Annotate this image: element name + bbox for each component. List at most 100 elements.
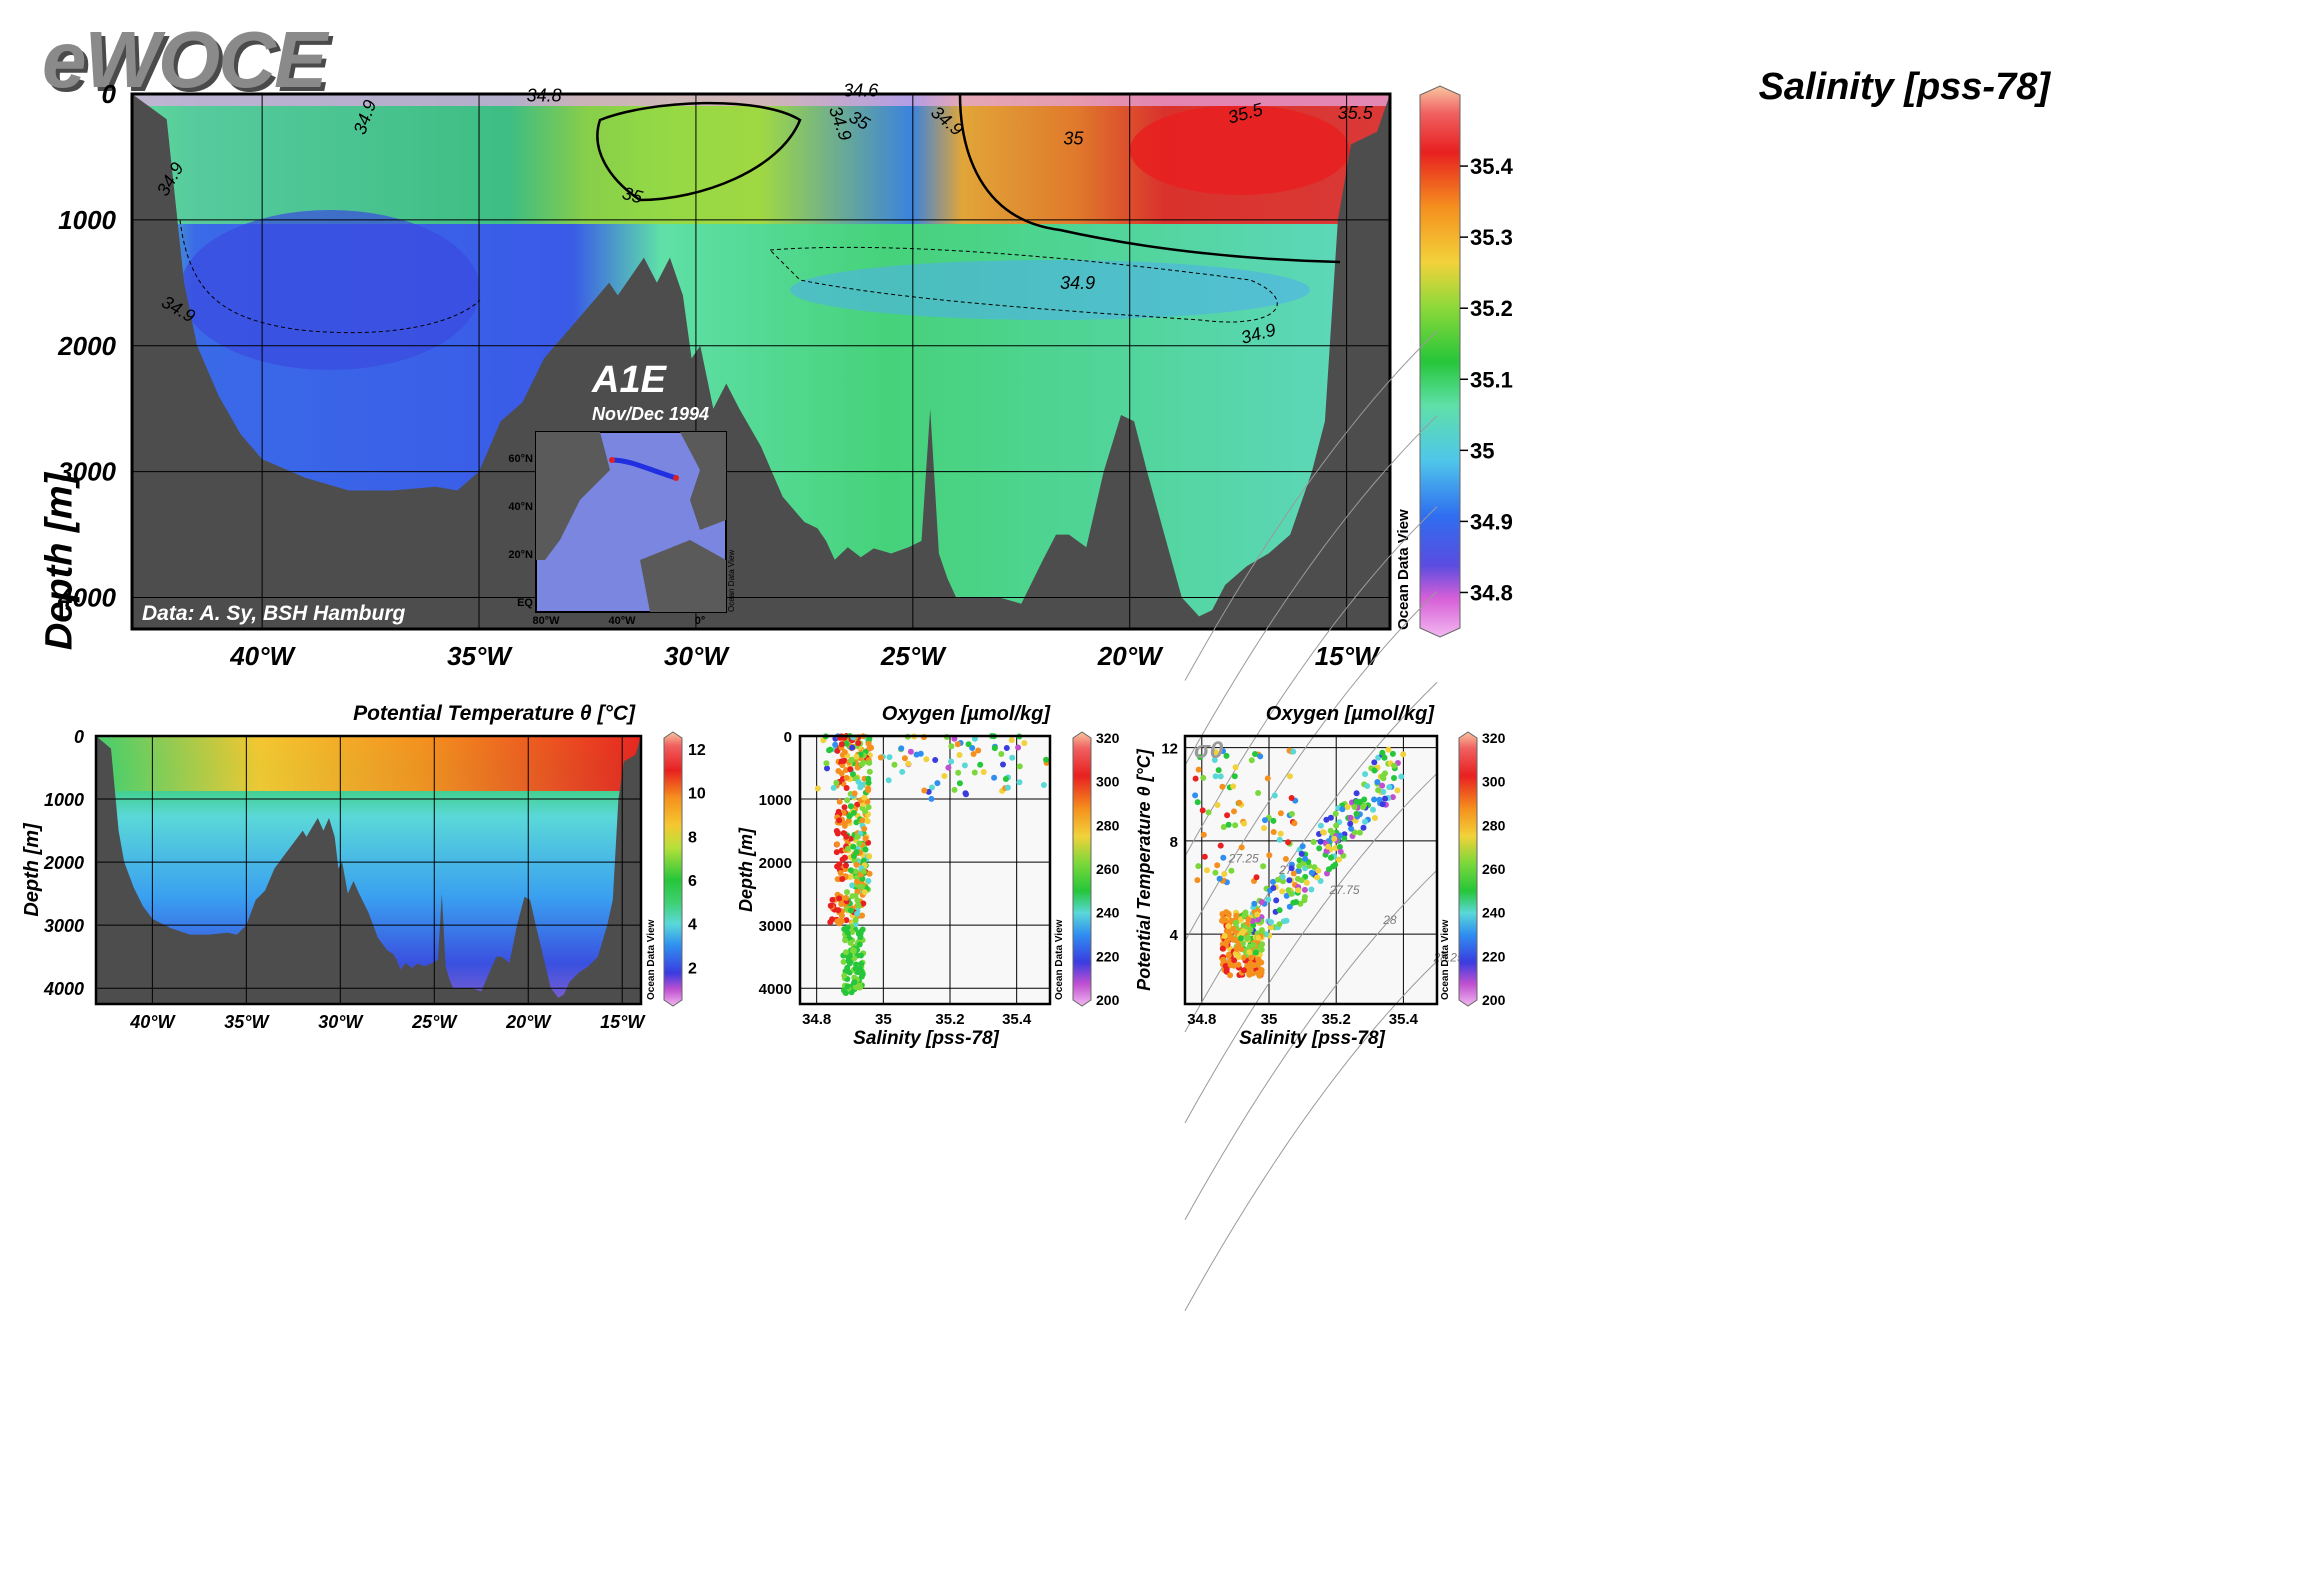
od-point <box>850 843 857 850</box>
ts-point <box>1380 788 1387 795</box>
contour-labels: 34.834.934.934.934.9 34.934.934.935353535… <box>153 81 1374 348</box>
od-point <box>921 787 928 794</box>
ts-point <box>1197 754 1204 761</box>
oxy-depth-points <box>814 733 1050 996</box>
ts-point <box>1246 943 1253 950</box>
theta-y-tick-label: 4000 <box>43 979 84 999</box>
ts-y-axis-label: Potential Temperature θ [°C] <box>1134 748 1154 991</box>
ts-point <box>1225 952 1232 959</box>
ts-point <box>1290 748 1297 755</box>
ts-point <box>1221 871 1228 877</box>
ts-point <box>1194 877 1201 884</box>
od-point <box>899 768 906 775</box>
theta-cbar-tick-label: 12 <box>688 742 706 759</box>
od-point <box>917 750 924 757</box>
theta-x-tick-label: 40°W <box>129 1012 176 1032</box>
ts-point <box>1295 868 1302 874</box>
salinity-surface-fresh <box>132 94 1390 106</box>
ts-point <box>1231 957 1238 964</box>
od-cbar-tick-label: 200 <box>1096 992 1120 1008</box>
ts-y-tick-label: 8 <box>1170 834 1178 851</box>
ts-point <box>1253 874 1260 881</box>
ts-point <box>1192 792 1199 799</box>
od-point <box>977 761 984 768</box>
od-point <box>859 781 866 788</box>
od-point <box>1003 745 1010 751</box>
od-point <box>844 797 851 804</box>
ts-point <box>1204 867 1210 874</box>
ts-point <box>1353 798 1360 805</box>
od-point <box>1016 763 1023 770</box>
ts-point <box>1244 935 1250 942</box>
ts-point <box>1252 949 1259 956</box>
ts-point <box>1220 748 1226 755</box>
oxy-depth-x-axis-label: Salinity [pss-78] <box>853 1028 999 1049</box>
ts-point <box>1254 961 1261 968</box>
main-y-tick-label: 1000 <box>58 205 116 235</box>
ts-y-tick-label: 12 <box>1161 741 1178 758</box>
ts-point <box>1230 783 1237 790</box>
od-point <box>898 745 905 752</box>
od-point <box>951 786 958 793</box>
main-x-ticks: 40°W 35°W 30°W 25°W 20°W 15°W <box>229 641 1381 671</box>
cbar-tick-label: 35.4 <box>1470 154 1514 179</box>
ts-point <box>1255 956 1262 963</box>
od-point <box>840 958 847 965</box>
od-point <box>846 952 853 959</box>
main-x-tick-label: 35°W <box>447 641 513 671</box>
ts-point <box>1353 810 1360 817</box>
od-point <box>844 983 851 990</box>
ts-point <box>1200 831 1207 838</box>
ts-point <box>1214 802 1221 808</box>
od-point <box>849 744 856 751</box>
od-point <box>841 972 848 979</box>
od-point <box>836 918 843 924</box>
ts-colorbar-ticks: 320 300 280 260 240 220 200 <box>1482 730 1506 1008</box>
ts-point <box>1379 749 1386 756</box>
ts-point <box>1320 829 1327 836</box>
ts-point <box>1230 925 1236 932</box>
ts-point <box>1228 867 1235 874</box>
od-point <box>858 952 864 959</box>
od-point <box>865 775 872 782</box>
ts-point <box>1241 912 1248 919</box>
ts-point <box>1215 767 1222 774</box>
od-point <box>862 846 869 853</box>
salinity-max-patch <box>1130 105 1350 195</box>
ts-point <box>1248 954 1255 961</box>
ts-point <box>1212 869 1219 876</box>
contour-34-9-a <box>179 219 481 334</box>
ts-point <box>1376 796 1383 803</box>
od-point <box>885 777 892 784</box>
ts-point <box>1270 829 1277 835</box>
ts-point <box>1356 829 1363 836</box>
ts-point <box>1194 799 1201 806</box>
ts-point <box>1374 779 1381 785</box>
ts-title: Oxygen [µmol/kg] <box>1266 703 1436 725</box>
ts-point <box>1332 861 1339 868</box>
od-point <box>849 929 856 935</box>
od-point <box>956 752 963 758</box>
theta-x-tick-label: 30°W <box>318 1012 364 1032</box>
ts-cbar-tick-label: 320 <box>1482 730 1506 746</box>
od-cbar-tick-label: 240 <box>1096 905 1120 921</box>
od-point <box>861 794 868 801</box>
inset-lat-ticks: 60°N 40°N 20°N EQ <box>508 453 533 609</box>
isopycnal-label: 28 <box>1382 913 1397 927</box>
ts-point <box>1276 921 1283 928</box>
ts-point <box>1291 820 1298 827</box>
od-point <box>851 853 857 860</box>
inset-lat-label: 60°N <box>508 453 533 465</box>
ts-point <box>1224 812 1231 819</box>
ts-cbar-tick-label: 200 <box>1482 992 1506 1008</box>
main-x-tick-label: 15°W <box>1315 641 1381 671</box>
od-point <box>860 857 867 864</box>
od-point <box>1015 744 1022 751</box>
ts-point <box>1233 912 1240 919</box>
ts-point <box>1231 808 1237 815</box>
od-point <box>852 965 859 972</box>
ts-point <box>1216 875 1223 882</box>
ts-point <box>1251 900 1258 907</box>
data-credit: Data: A. Sy, BSH Hamburg <box>142 602 405 625</box>
od-point <box>858 960 865 967</box>
